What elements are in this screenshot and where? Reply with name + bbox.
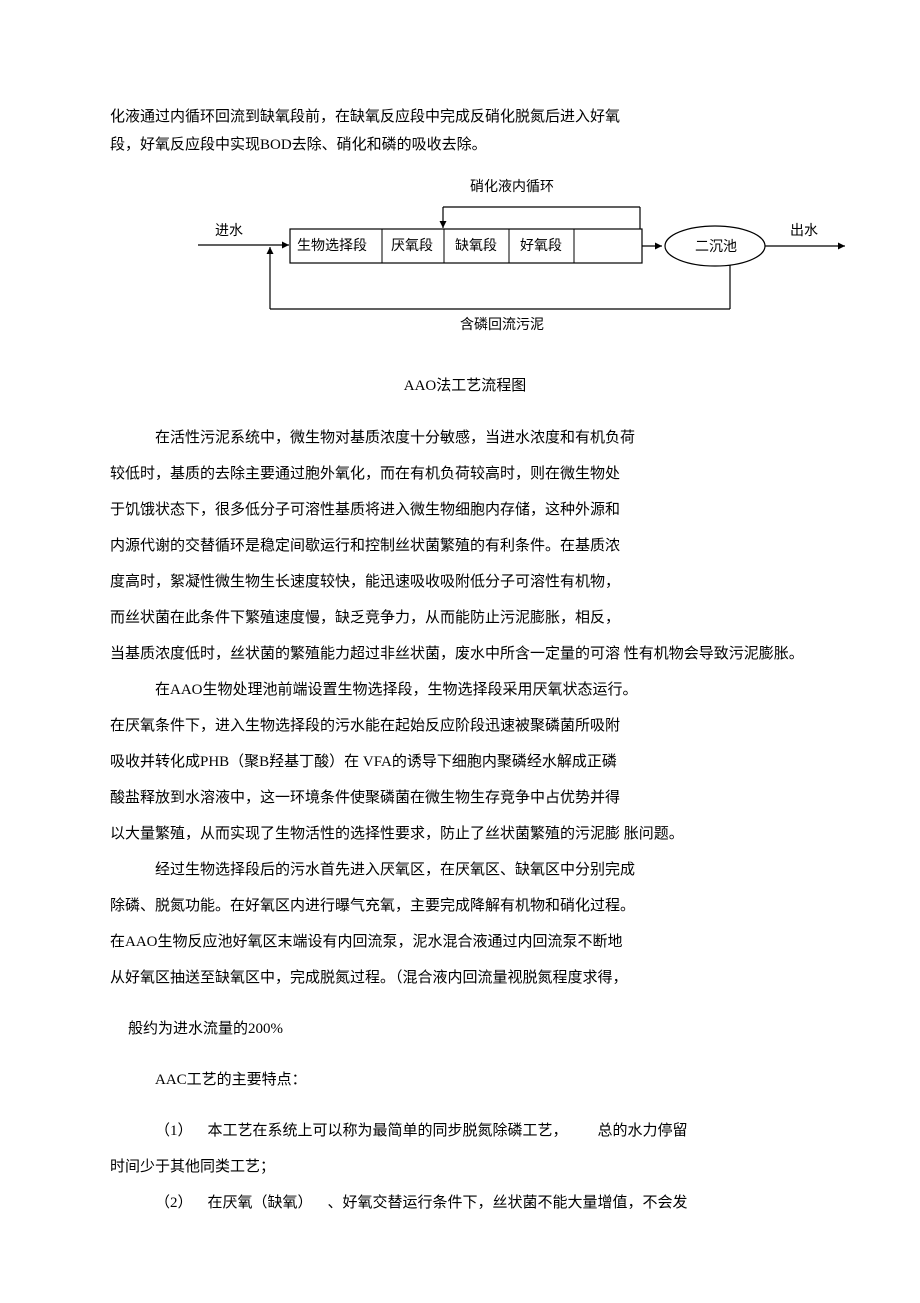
p2-l5: 以大量繁殖，从而实现了生物活性的选择性要求，防止了丝状菌繁殖的污泥膨 胀问题。 [110, 816, 820, 852]
box-anaerobic: 厌氧段 [391, 236, 433, 258]
p3-l1: 经过生物选择段后的污水首先进入厌氧区，在厌氧区、缺氧区中分别完成 [110, 852, 820, 888]
p3-l5: 般约为进水流量的200% [128, 1011, 820, 1047]
feature-2-b: 、好氧交替运行条件下，丝状菌不能大量增值，不会发 [328, 1195, 688, 1211]
p2-l1: 在AAO生物处理池前端设置生物选择段，生物选择段采用厌氧状态运行。 [110, 672, 820, 708]
box-anoxic: 缺氧段 [455, 236, 497, 258]
paragraph-1: 在活性污泥系统中，微生物对基质浓度十分敏感，当进水浓度和有机负荷 较低时，基质的… [110, 420, 820, 672]
figure-caption: AAO法工艺流程图 [110, 374, 820, 398]
feature-2-a: 在厌氧（缺氧） [208, 1195, 313, 1211]
paragraph-3: 经过生物选择段后的污水首先进入厌氧区，在厌氧区、缺氧区中分别完成 除磷、脱氮功能… [110, 852, 820, 996]
box-bio-select: 生物选择段 [297, 236, 367, 258]
p1-l4: 内源代谢的交替循环是稳定间歇运行和控制丝状菌繁殖的有利条件。在基质浓 [110, 528, 820, 564]
p1-l5: 度高时，絮凝性微生物生长速度较快，能迅速吸收吸附低分子可溶性有机物， [110, 564, 820, 600]
feature-1-tail: 时间少于其他同类工艺； [110, 1149, 820, 1185]
intro-line-2: 段，好氧反应段中实现BOD去除、硝化和磷的吸收去除。 [110, 133, 820, 157]
aac-heading: AAC工艺的主要特点： [155, 1062, 820, 1098]
label-recycle-top: 硝化液内循环 [470, 177, 554, 199]
label-inflow: 进水 [215, 221, 243, 243]
feature-2: （2） 在厌氧（缺氧） 、好氧交替运行条件下，丝状菌不能大量增值，不会发 [110, 1185, 820, 1221]
p1-l6: 而丝状菌在此条件下繁殖速度慢，缺乏竞争力，从而能防止污泥膨胀，相反， [110, 600, 820, 636]
feature-1-num: （1） [155, 1123, 193, 1139]
label-recycle-bottom: 含磷回流污泥 [460, 315, 544, 337]
p1-l2: 较低时，基质的去除主要通过胞外氧化，而在有机负荷较高时，则在微生物处 [110, 456, 820, 492]
p1-l7: 当基质浓度低时，丝状菌的繁殖能力超过非丝状菌，废水中所含一定量的可溶 性有机物会… [110, 636, 820, 672]
feature-1: （1） 本工艺在系统上可以称为最简单的同步脱氮除磷工艺， 总的水力停留 [110, 1113, 820, 1149]
box-aerobic: 好氧段 [520, 236, 562, 258]
aao-flowchart: 硝化液内循环 进水 生物选择段 厌氧段 缺氧段 好氧段 二沉池 出水 含磷回流污… [110, 179, 820, 354]
label-outflow: 出水 [790, 221, 818, 243]
feature-1-a: 本工艺在系统上可以称为最简单的同步脱氮除磷工艺， [208, 1123, 568, 1139]
intro-line-1: 化液通过内循环回流到缺氧段前，在缺氧反应段中完成反硝化脱氮后进入好氧 [110, 105, 820, 129]
feature-1-b: 总的水力停留 [598, 1123, 688, 1139]
p3-l2: 除磷、脱氮功能。在好氧区内进行曝气充氧，主要完成降解有机物和硝化过程。 [110, 888, 820, 924]
paragraph-2: 在AAO生物处理池前端设置生物选择段，生物选择段采用厌氧状态运行。 在厌氧条件下… [110, 672, 820, 852]
p2-l2: 在厌氧条件下，进入生物选择段的污水能在起始反应阶段迅速被聚磷菌所吸附 [110, 708, 820, 744]
p3-l4: 从好氧区抽送至缺氧区中，完成脱氮过程。（混合液内回流量视脱氮程度求得， [110, 960, 820, 996]
feature-2-num: （2） [155, 1195, 193, 1211]
box-settler: 二沉池 [695, 237, 737, 259]
p3-l3: 在AAO生物反应池好氧区末端设有内回流泵，泥水混合液通过内回流泵不断地 [110, 924, 820, 960]
p1-l3: 于饥饿状态下，很多低分子可溶性基质将进入微生物细胞内存储，这种外源和 [110, 492, 820, 528]
p1-l1: 在活性污泥系统中，微生物对基质浓度十分敏感，当进水浓度和有机负荷 [110, 420, 820, 456]
p2-l3: 吸收并转化成PHB（聚B羟基丁酸）在 VFA的诱导下细胞内聚磷经水解成正磷 [110, 744, 820, 780]
p2-l4: 酸盐释放到水溶液中，这一环境条件使聚磷菌在微生物生存竞争中占优势并得 [110, 780, 820, 816]
